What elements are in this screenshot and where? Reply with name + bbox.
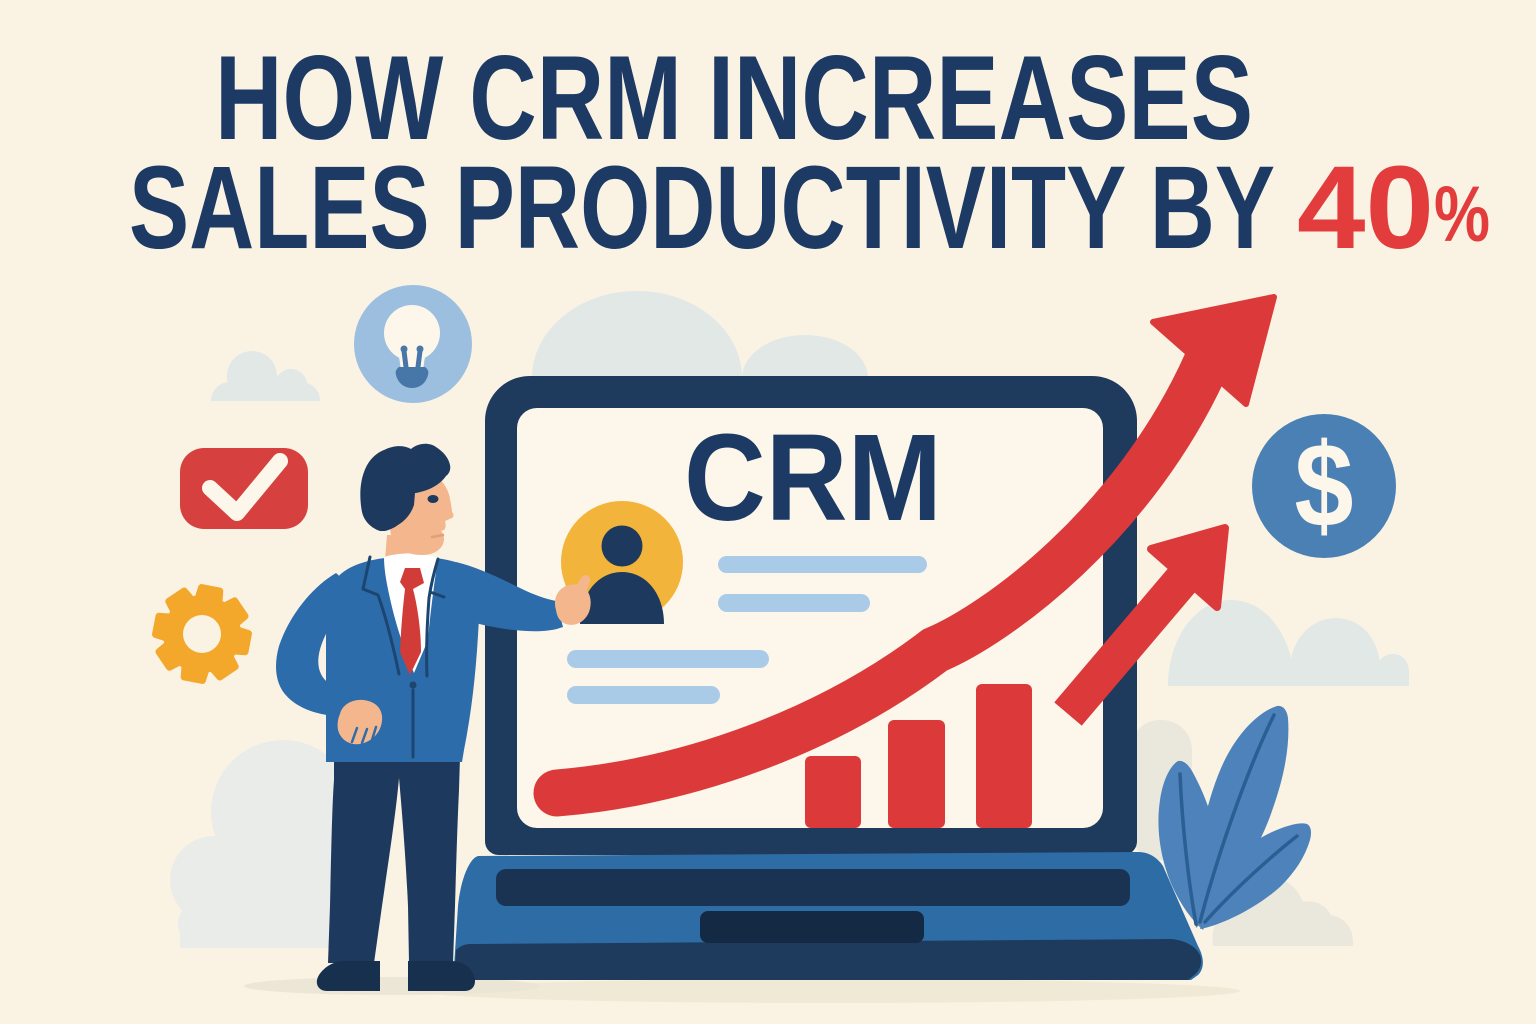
svg-text:40: 40 (1297, 142, 1434, 274)
svg-text:HOW CRM INCREASES: HOW CRM INCREASES (215, 31, 1253, 165)
svg-text:CRM: CRM (684, 410, 942, 547)
svg-text:SALES PRODUCTIVITY BY: SALES PRODUCTIVITY BY (129, 142, 1275, 274)
svg-text:$: $ (1295, 419, 1354, 552)
svg-text:%: % (1434, 169, 1490, 258)
